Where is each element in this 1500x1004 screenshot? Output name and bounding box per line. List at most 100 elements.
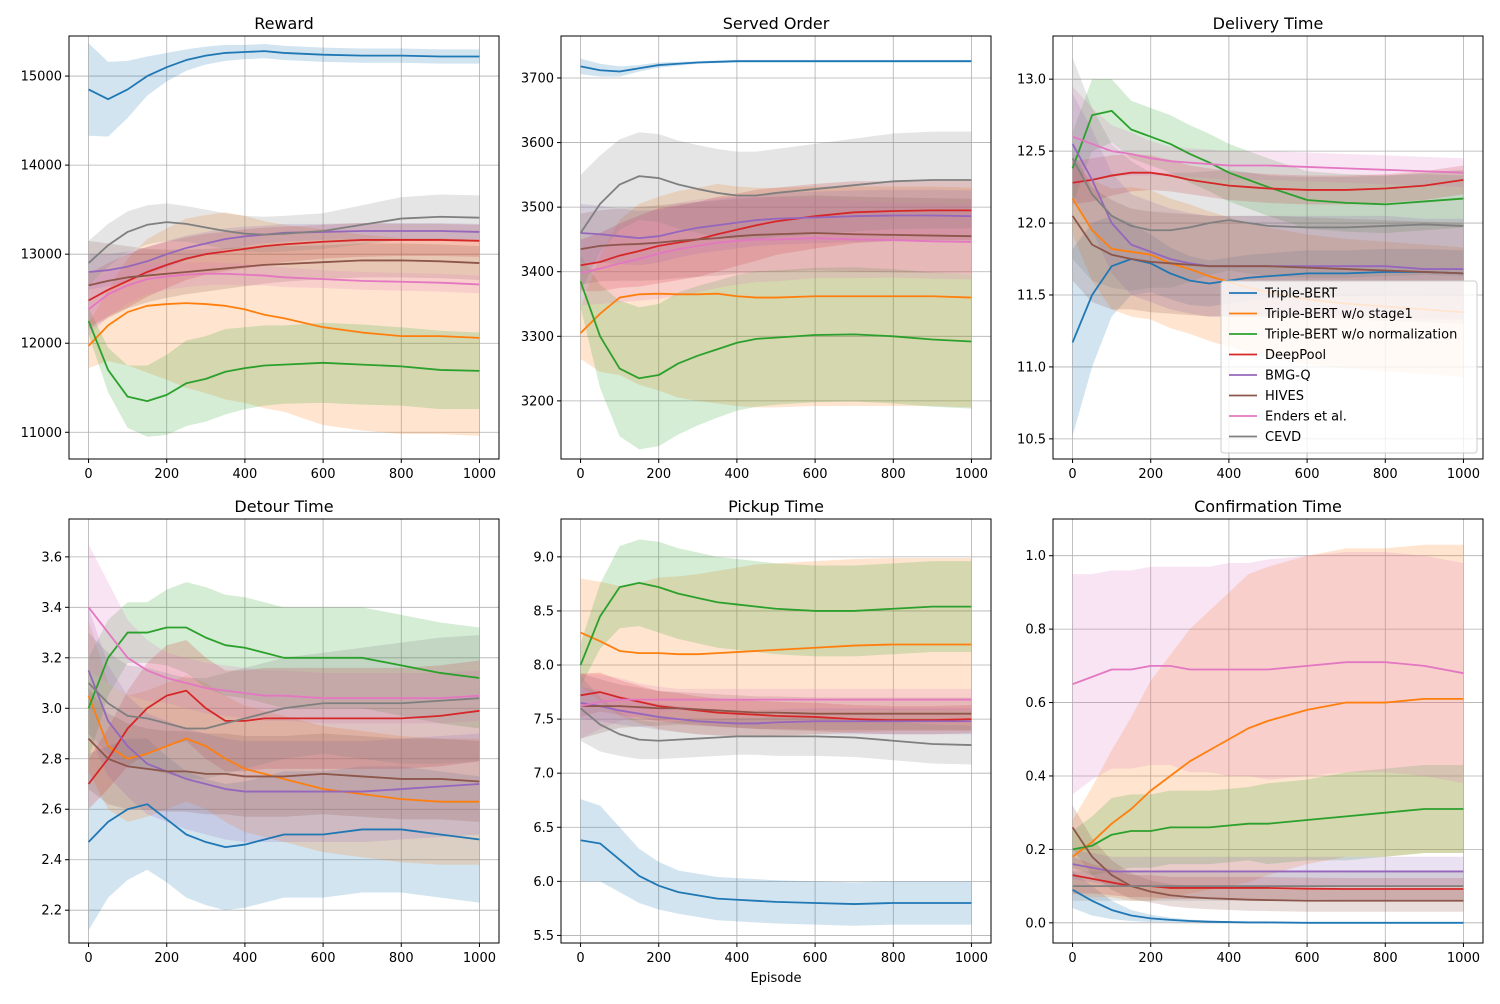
band-enders-et-al-: [88, 544, 480, 724]
panel-title: Delivery Time: [1213, 14, 1324, 33]
line-hives: [580, 705, 972, 715]
x-tick-label: 800: [1373, 951, 1398, 966]
axes-frame: [560, 518, 992, 944]
plot-area: [579, 539, 972, 926]
axes-frame: [560, 35, 992, 460]
x-tick-label: 0: [84, 467, 92, 482]
line-triple-bert-w-o-normalization: [579, 281, 972, 380]
line-triple-bert: [580, 839, 972, 905]
y-tick-label: 2.4: [41, 853, 62, 868]
band-hives: [1072, 805, 1464, 912]
legend-entry: BMG-Q: [1265, 369, 1311, 384]
x-tick-label: 200: [646, 951, 671, 966]
x-tick-label: 400: [232, 467, 257, 482]
plot-area: [579, 58, 972, 450]
y-tick-label: 3300: [521, 330, 554, 345]
line-enders-et-al-: [87, 606, 480, 700]
line-enders-et-al-: [580, 698, 972, 708]
line-triple-bert-w-o-stage1: [580, 631, 972, 656]
y-tick-label: 11.5: [1017, 288, 1046, 303]
band-triple-bert: [88, 43, 480, 137]
y-tick-label: 13000: [21, 248, 62, 263]
line-hives: [1071, 215, 1464, 275]
y-tick-label: 15000: [21, 70, 62, 85]
band-cevd: [88, 194, 480, 286]
line-bmg-q: [87, 670, 480, 793]
line-bmg-q: [88, 230, 480, 273]
y-tick-label: 3.6: [41, 550, 62, 565]
band-triple-bert-w-o-stage1: [1072, 544, 1464, 901]
y-tick-label: 0.2: [1025, 843, 1046, 858]
y-tick-label: 3400: [521, 265, 554, 280]
legend-entry: CEVD: [1265, 430, 1301, 445]
y-tick-label: 6.5: [533, 821, 554, 836]
line-triple-bert: [1071, 258, 1464, 343]
axes-frame: [68, 518, 500, 944]
band-triple-bert: [1072, 871, 1464, 924]
panel-6: 0 200 400 600 800 1000 0.0 0.2 0.4 0.6 0.8 1.0 Confi…: [1025, 497, 1484, 966]
band-triple-bert-w-o-stage1: [88, 619, 480, 865]
y-tick-label: 11.0: [1017, 360, 1046, 375]
legend-entry: HIVES: [1265, 389, 1304, 404]
line-cevd: [579, 175, 972, 234]
x-tick-label: 200: [646, 467, 671, 482]
band-bmg-q: [1072, 849, 1464, 887]
line-bmg-q: [580, 214, 972, 240]
y-tick-label: 8.0: [533, 659, 554, 674]
x-tick-label: 400: [232, 951, 257, 966]
band-cevd: [580, 131, 972, 292]
x-tick-label: 0: [576, 467, 584, 482]
panel-4: 0 200 400 600 800 1000 2.2 2.4 2.6 2.8 3.0 3.2 3.4 3.…: [41, 497, 500, 966]
band-bmg-q: [88, 223, 480, 290]
panel-title: Detour Time: [234, 497, 333, 516]
x-axis-label: Episode: [750, 971, 801, 986]
x-tick-label: 600: [1295, 467, 1320, 482]
x-tick-label: 800: [1373, 467, 1398, 482]
band-triple-bert-w-o-normalization: [580, 539, 972, 687]
axes-frame: [68, 35, 500, 460]
x-tick-label: 600: [803, 951, 828, 966]
line-triple-bert-w-o-normalization: [579, 581, 972, 666]
y-tick-label: 2.2: [41, 904, 62, 919]
panel-title: Confirmation Time: [1194, 497, 1342, 516]
x-tick-label: 400: [1216, 467, 1241, 482]
line-enders-et-al-: [580, 237, 972, 274]
legend-box: [1220, 280, 1478, 454]
line-deeppool: [580, 209, 972, 267]
line-deeppool: [1072, 171, 1464, 191]
y-tick-label: 12000: [21, 337, 62, 352]
axes-frame: [1052, 35, 1484, 460]
y-tick-label: 2.8: [41, 752, 62, 767]
panel-title: Served Order: [723, 14, 830, 33]
band-deeppool: [580, 180, 972, 292]
line-triple-bert-w-o-stage1: [87, 302, 480, 347]
plot-area: [1071, 544, 1464, 924]
y-tick-label: 3.2: [41, 651, 62, 666]
x-tick-label: 1000: [955, 951, 988, 966]
line-triple-bert: [580, 60, 972, 73]
line-triple-bert-w-o-stage1: [87, 695, 480, 803]
x-tick-label: 600: [311, 467, 336, 482]
x-tick-label: 400: [724, 951, 749, 966]
panel-title: Reward: [254, 14, 314, 33]
y-tick-label: 8.5: [533, 604, 554, 619]
band-hives: [580, 673, 972, 739]
line-cevd: [87, 215, 480, 264]
x-tick-label: 200: [154, 467, 179, 482]
line-hives: [88, 259, 480, 287]
line-triple-bert: [1072, 888, 1464, 924]
line-bmg-q: [580, 701, 972, 725]
line-triple-bert-w-o-normalization: [1071, 109, 1464, 206]
band-cevd: [580, 675, 972, 765]
line-enders-et-al-: [1072, 661, 1464, 686]
x-tick-label: 800: [881, 951, 906, 966]
band-bmg-q: [580, 686, 972, 737]
x-tick-label: 600: [311, 951, 336, 966]
legend-entry: DeepPool: [1265, 348, 1326, 363]
line-hives: [580, 232, 972, 251]
y-tick-label: 12.5: [1017, 145, 1046, 160]
band-hives: [88, 240, 480, 330]
band-triple-bert-w-o-normalization: [1072, 79, 1464, 234]
plot-area: [87, 43, 480, 437]
band-triple-bert-w-o-normalization: [88, 307, 480, 437]
